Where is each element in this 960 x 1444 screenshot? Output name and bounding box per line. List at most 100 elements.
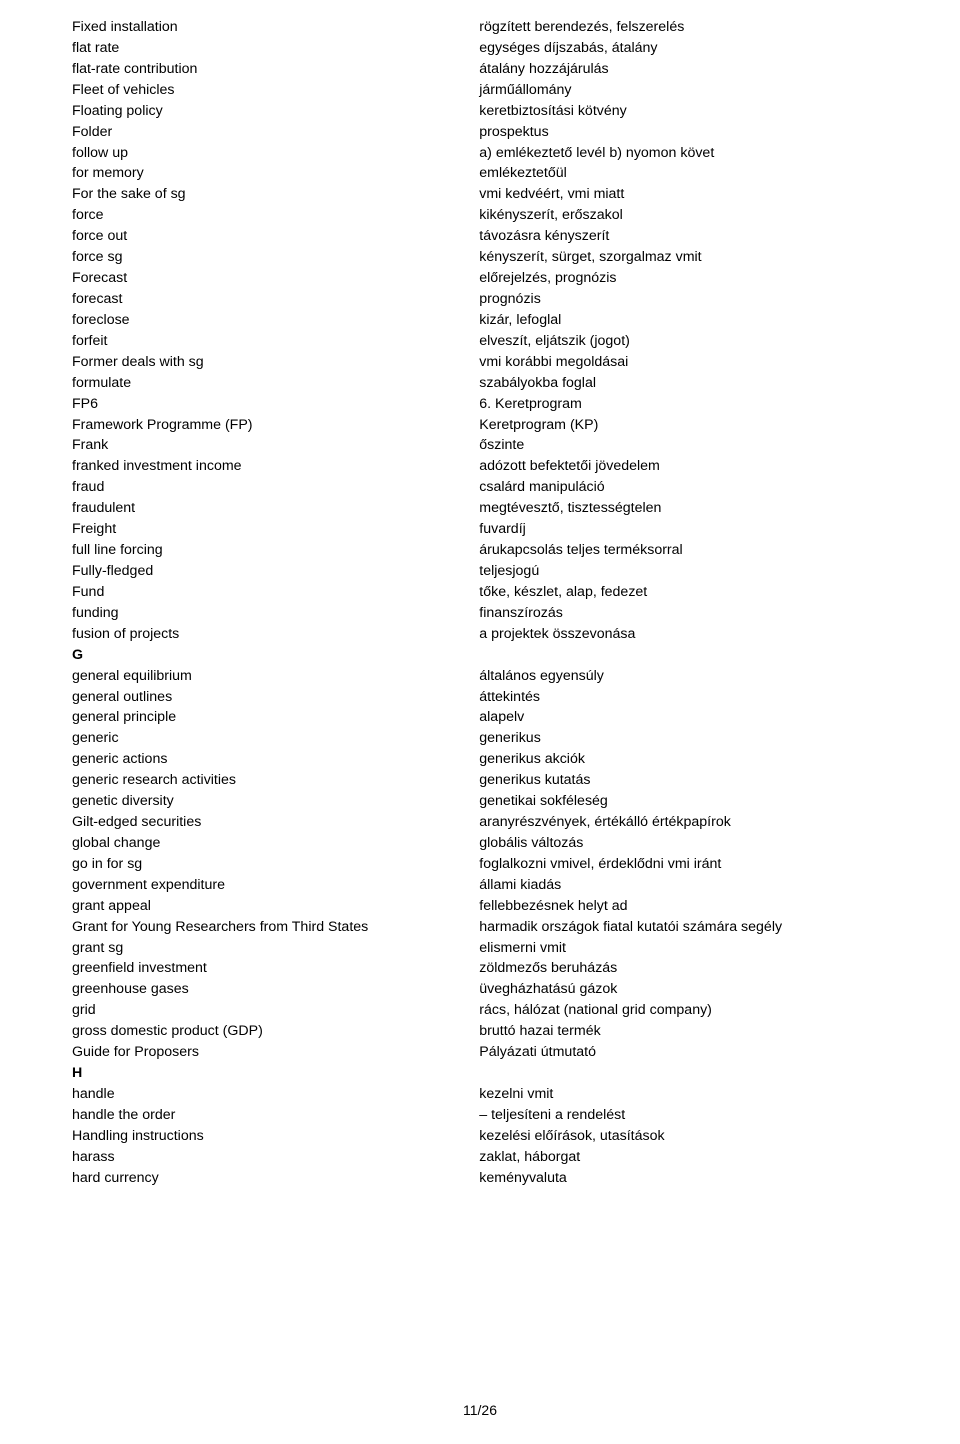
term-hungarian: foglalkozni vmivel, érdeklődni vmi iránt [479, 855, 920, 876]
term-english: grant appeal [72, 897, 479, 918]
dictionary-row: fraudulentmegtévesztő, tisztességtelen [72, 499, 920, 520]
dictionary-row: Grant for Young Researchers from Third S… [72, 918, 920, 939]
term-hungarian: bruttó hazai termék [479, 1022, 920, 1043]
term-hungarian: általános egyensúly [479, 667, 920, 688]
term-hungarian: fuvardíj [479, 520, 920, 541]
dictionary-row: forfeitelveszít, eljátszik (jogot) [72, 332, 920, 353]
dictionary-row: force outtávozásra kényszerít [72, 227, 920, 248]
term-english: gross domestic product (GDP) [72, 1022, 479, 1043]
term-hungarian: tőke, készlet, alap, fedezet [479, 583, 920, 604]
term-hungarian: vmi kedvéért, vmi miatt [479, 185, 920, 206]
term-hungarian: prospektus [479, 123, 920, 144]
term-english: government expenditure [72, 876, 479, 897]
term-hungarian: áttekintés [479, 688, 920, 709]
term-hungarian: előrejelzés, prognózis [479, 269, 920, 290]
term-english: Grant for Young Researchers from Third S… [72, 918, 479, 939]
term-english: Folder [72, 123, 479, 144]
dictionary-row: general principlealapelv [72, 708, 920, 729]
dictionary-row: gross domestic product (GDP)bruttó hazai… [72, 1022, 920, 1043]
dictionary-row: handlekezelni vmit [72, 1085, 920, 1106]
term-hungarian: állami kiadás [479, 876, 920, 897]
term-english: Former deals with sg [72, 353, 479, 374]
term-hungarian: adózott befektetői jövedelem [479, 457, 920, 478]
dictionary-row: full line forcingárukapcsolás teljes ter… [72, 541, 920, 562]
dictionary-row: handle the order– teljesíteni a rendelés… [72, 1106, 920, 1127]
dictionary-row: Former deals with sgvmi korábbi megoldás… [72, 353, 920, 374]
term-english: general principle [72, 708, 479, 729]
dictionary-row: Fundtőke, készlet, alap, fedezet [72, 583, 920, 604]
term-hungarian: üvegházhatású gázok [479, 980, 920, 1001]
dictionary-row: Fully-fledgedteljesjogú [72, 562, 920, 583]
dictionary-row: For the sake of sgvmi kedvéért, vmi miat… [72, 185, 920, 206]
term-hungarian: zöldmezős beruházás [479, 959, 920, 980]
dictionary-row: general equilibriumáltalános egyensúly [72, 667, 920, 688]
term-english: genetic diversity [72, 792, 479, 813]
term-hungarian: távozásra kényszerít [479, 227, 920, 248]
term-hungarian: kikényszerít, erőszakol [479, 206, 920, 227]
term-english: fusion of projects [72, 625, 479, 646]
dictionary-row: grant appealfellebbezésnek helyt ad [72, 897, 920, 918]
term-hungarian: átalány hozzájárulás [479, 60, 920, 81]
term-hungarian: Keretprogram (KP) [479, 416, 920, 437]
dictionary-row: Framework Programme (FP)Keretprogram (KP… [72, 416, 920, 437]
term-english: foreclose [72, 311, 479, 332]
term-english: fraud [72, 478, 479, 499]
term-hungarian: egységes díjszabás, átalány [479, 39, 920, 60]
dictionary-row: fusion of projectsa projektek összevonás… [72, 625, 920, 646]
term-english: handle [72, 1085, 479, 1106]
term-hungarian: csalárd manipuláció [479, 478, 920, 499]
dictionary-row: go in for sgfoglalkozni vmivel, érdeklőd… [72, 855, 920, 876]
term-english: force sg [72, 248, 479, 269]
term-hungarian: generikus kutatás [479, 771, 920, 792]
dictionary-row: gridrács, hálózat (national grid company… [72, 1001, 920, 1022]
term-english: Fully-fledged [72, 562, 479, 583]
term-hungarian: árukapcsolás teljes terméksorral [479, 541, 920, 562]
term-english: Framework Programme (FP) [72, 416, 479, 437]
term-english: Frank [72, 436, 479, 457]
dictionary-row: forcekikényszerít, erőszakol [72, 206, 920, 227]
term-hungarian: generikus [479, 729, 920, 750]
term-hungarian: finanszírozás [479, 604, 920, 625]
dictionary-row: Floating policykeretbiztosítási kötvény [72, 102, 920, 123]
dictionary-row: flat-rate contributionátalány hozzájárul… [72, 60, 920, 81]
dictionary-row: FP66. Keretprogram [72, 395, 920, 416]
term-english: force [72, 206, 479, 227]
term-hungarian: prognózis [479, 290, 920, 311]
dictionary-row: Fleet of vehiclesjárműállomány [72, 81, 920, 102]
term-english: Gilt-edged securities [72, 813, 479, 834]
dictionary-row: Folderprospektus [72, 123, 920, 144]
term-hungarian: vmi korábbi megoldásai [479, 353, 920, 374]
dictionary-row: franked investment incomeadózott befekte… [72, 457, 920, 478]
term-hungarian: 6. Keretprogram [479, 395, 920, 416]
term-english: flat rate [72, 39, 479, 60]
term-hungarian: a projektek összevonása [479, 625, 920, 646]
term-hungarian: elveszít, eljátszik (jogot) [479, 332, 920, 353]
dictionary-row: general outlinesáttekintés [72, 688, 920, 709]
dictionary-row: Forecastelőrejelzés, prognózis [72, 269, 920, 290]
dictionary-row: greenhouse gasesüvegházhatású gázok [72, 980, 920, 1001]
document-page: Fixed installationrögzített berendezés, … [0, 0, 960, 1444]
dictionary-row: formulateszabályokba foglal [72, 374, 920, 395]
term-hungarian: zaklat, háborgat [479, 1148, 920, 1169]
term-english: Forecast [72, 269, 479, 290]
term-english: greenfield investment [72, 959, 479, 980]
dictionary-row: foreclosekizár, lefoglal [72, 311, 920, 332]
term-english: Fleet of vehicles [72, 81, 479, 102]
dictionary-row: flat rateegységes díjszabás, átalány [72, 39, 920, 60]
term-english: general outlines [72, 688, 479, 709]
term-english: hard currency [72, 1169, 479, 1190]
dictionary-row: generic research activitiesgenerikus kut… [72, 771, 920, 792]
dictionary-row: forecastprognózis [72, 290, 920, 311]
dictionary-row: force sgkényszerít, sürget, szorgalmaz v… [72, 248, 920, 269]
section-row: G [72, 646, 920, 667]
term-english: greenhouse gases [72, 980, 479, 1001]
term-hungarian: rács, hálózat (national grid company) [479, 1001, 920, 1022]
term-english: formulate [72, 374, 479, 395]
term-hungarian [479, 1064, 920, 1085]
dictionary-row: grant sgelismerni vmit [72, 939, 920, 960]
term-english: flat-rate contribution [72, 60, 479, 81]
term-hungarian: elismerni vmit [479, 939, 920, 960]
term-english: harass [72, 1148, 479, 1169]
dictionary-row: greenfield investmentzöldmezős beruházás [72, 959, 920, 980]
term-hungarian: teljesjogú [479, 562, 920, 583]
